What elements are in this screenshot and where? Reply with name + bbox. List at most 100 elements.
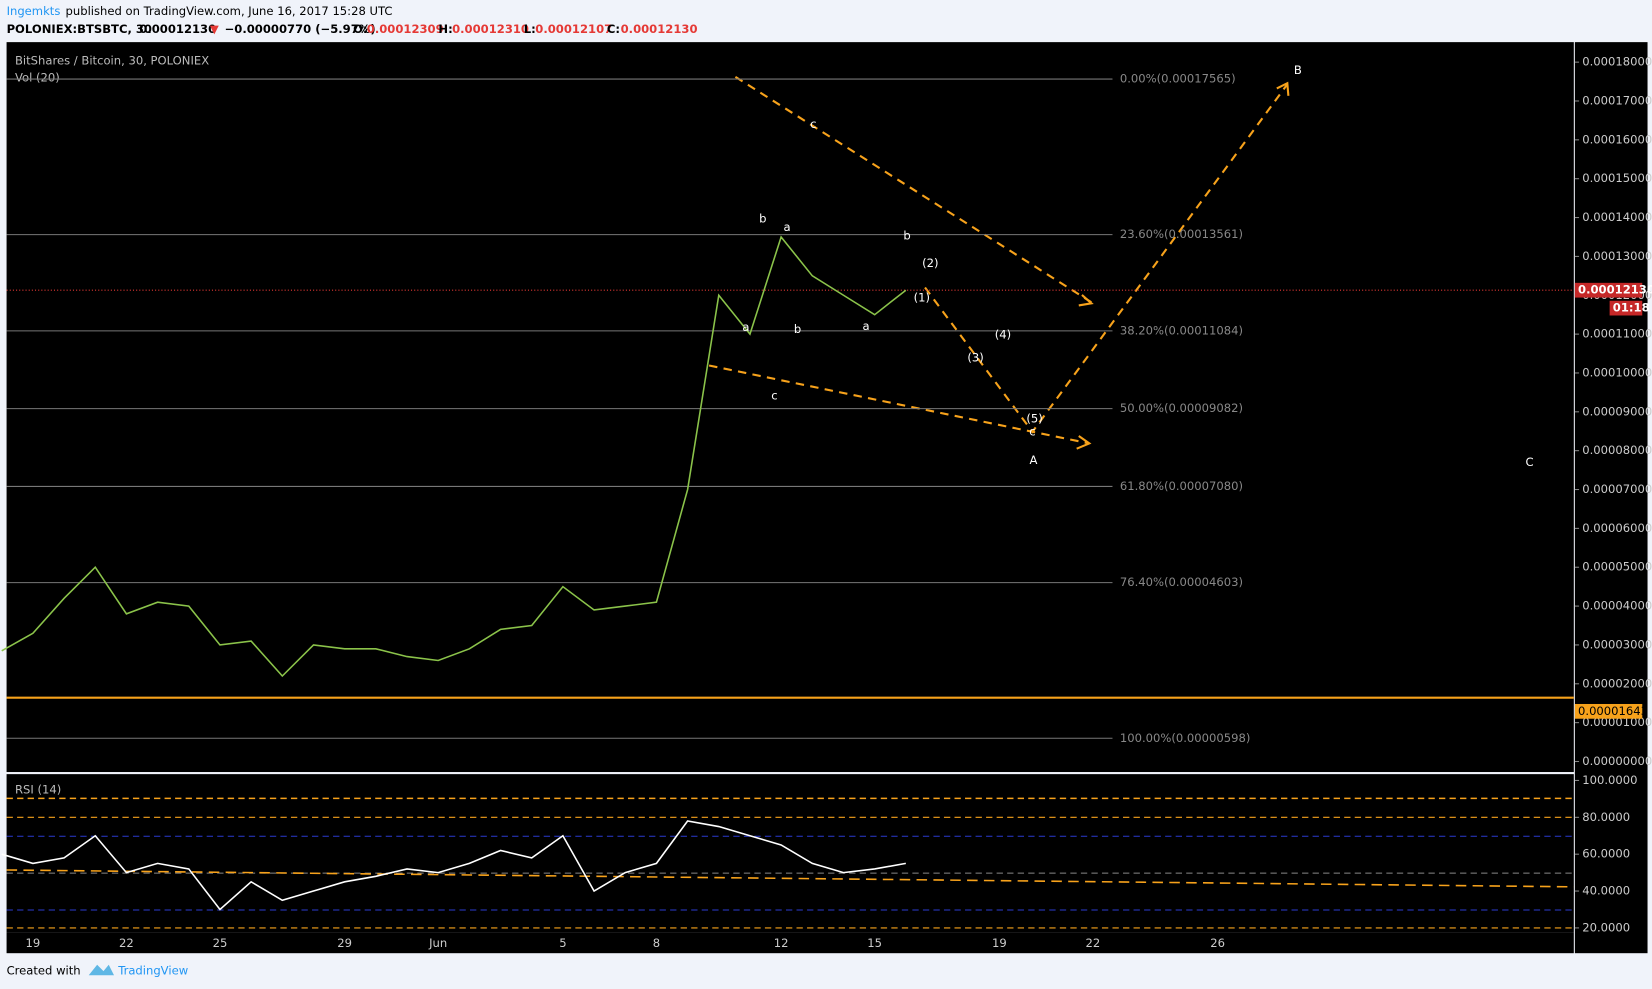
high: 0.00012310 [452, 22, 529, 36]
wave-label: A [1030, 453, 1038, 467]
wave-label: (2) [922, 256, 938, 270]
x-tick-label: 8 [653, 936, 660, 950]
y-tick-label: 0.00005000 [1582, 560, 1652, 574]
y-tick-label: 0.00018000 [1582, 55, 1652, 69]
wave-label: b [903, 228, 910, 242]
level-tag-label: 0.00001643 [1578, 704, 1648, 718]
x-tick-label: 22 [1086, 936, 1101, 950]
wave-label: B [1294, 63, 1302, 77]
wave-label: a [742, 320, 749, 334]
fib-label: 0.00%(0.00017565) [1120, 72, 1236, 86]
countdown: 01:18 [1613, 301, 1650, 315]
y-tick-label: 0.00009000 [1582, 404, 1652, 418]
wave-label: a [862, 319, 869, 333]
fib-label: 23.60%(0.00013561) [1120, 227, 1243, 241]
trend-line [734, 75, 1092, 304]
fib-label: 61.80%(0.00007080) [1120, 479, 1243, 493]
y-tick-label: 0.00013000 [1582, 249, 1652, 263]
x-tick-label: 15 [867, 936, 882, 950]
x-tick-label: 19 [992, 936, 1007, 950]
fib-label: 76.40%(0.00004603) [1120, 575, 1243, 589]
close-label: C: [607, 22, 620, 36]
wave-lines [708, 75, 1290, 450]
rsi-bands [6, 797, 1574, 929]
x-tick-label: 22 [119, 936, 134, 950]
price-axis [1574, 42, 1648, 954]
y-tick-label: 60.0000 [1582, 847, 1630, 861]
x-tick-label: 26 [1210, 936, 1225, 950]
price-pane [6, 42, 1574, 773]
y-tick-label: 100.0000 [1582, 773, 1637, 787]
level-tag [1574, 703, 1643, 719]
x-tick-label: 25 [213, 936, 228, 950]
y-tick-label: 0.00007000 [1582, 482, 1652, 496]
x-tick-label: 29 [337, 936, 352, 950]
x-tick-label: 5 [559, 936, 566, 950]
y-tick-label: 0.00003000 [1582, 637, 1652, 651]
logo [88, 964, 115, 976]
wave-label: b [759, 212, 766, 226]
rsi-title: RSI (14) [15, 782, 61, 796]
x-tick-label: Jun [428, 936, 447, 950]
y-tick-label: 0.00000000 [1582, 754, 1652, 768]
open: 0.00012309 [367, 22, 444, 36]
y-tick-label: 0.00010000 [1582, 365, 1652, 379]
projection [924, 83, 1289, 434]
y-tick-label: 0.00014000 [1582, 210, 1652, 224]
published: published on TradingView.com, June 16, 2… [66, 4, 393, 18]
open-label: O: [353, 22, 367, 36]
ohlc: POLONIEX:BTSBTC, 30 0.00012130 ▼ −0.0000… [7, 22, 698, 36]
y-tick-label: 0.00004000 [1582, 599, 1652, 613]
volume-label: Vol (20) [15, 70, 60, 84]
y-tick-label: 0.00016000 [1582, 132, 1652, 146]
wave-label: (4) [995, 327, 1011, 341]
arrow: ▼ [210, 22, 219, 36]
y-tick-label: 40.0000 [1582, 884, 1630, 898]
brand: TradingView [117, 964, 188, 978]
y-tick-label: 0.00006000 [1582, 521, 1652, 535]
last: 0.00012130 [139, 22, 216, 36]
x-axis [6, 932, 1574, 954]
y-tick-label: 0.00008000 [1582, 443, 1652, 457]
y-tick-label: 0.00002000 [1582, 676, 1652, 690]
y-tick-label: 20.0000 [1582, 920, 1630, 934]
y-tick-label: 0.00017000 [1582, 93, 1652, 107]
pane-title: BitShares / Bitcoin, 30, POLONIEX [15, 54, 209, 68]
fib-label: 100.00%(0.00000598) [1120, 731, 1251, 745]
rsi-pane [6, 774, 1574, 933]
author: Ingemkts [7, 4, 61, 18]
wave-label: b [794, 322, 801, 336]
fib-label: 38.20%(0.00011084) [1120, 323, 1243, 337]
y-tick-label: 0.00011000 [1582, 327, 1652, 341]
created-with: Created with [7, 964, 81, 978]
wave-label: (3) [967, 351, 983, 365]
wave-label: (5) [1026, 412, 1042, 426]
wave-label: c [1029, 424, 1035, 438]
x-tick-label: 19 [26, 936, 41, 950]
price-tag [1574, 282, 1643, 298]
wave-label: C [1526, 455, 1534, 469]
low-label: L: [524, 22, 536, 36]
symbol: POLONIEX:BTSBTC, 30 [7, 22, 152, 36]
y-tick-label: 0.00015000 [1582, 171, 1652, 185]
price-line-series [1, 235, 907, 678]
rsi-trend [6, 869, 1574, 888]
price-tag-label: 0.00012130 [1578, 283, 1652, 297]
countdown-tag [1609, 300, 1643, 316]
change: −0.00000770 (−5.97%) [225, 22, 376, 36]
close: 0.00012130 [621, 22, 698, 36]
watermark: Created with TradingView [7, 964, 189, 978]
wave-label: (1) [914, 291, 930, 305]
wave-label: a [783, 220, 790, 234]
rsi-line [1, 820, 906, 911]
high-label: H: [438, 22, 452, 36]
low: 0.00012107 [535, 22, 612, 36]
fib-label: 50.00%(0.00009082) [1120, 401, 1243, 415]
wave-label: c [810, 117, 816, 131]
trend-line [708, 364, 1090, 445]
x-tick-label: 12 [774, 936, 789, 950]
y-tick-label: 80.0000 [1582, 810, 1630, 824]
wave-label: c [771, 389, 777, 403]
